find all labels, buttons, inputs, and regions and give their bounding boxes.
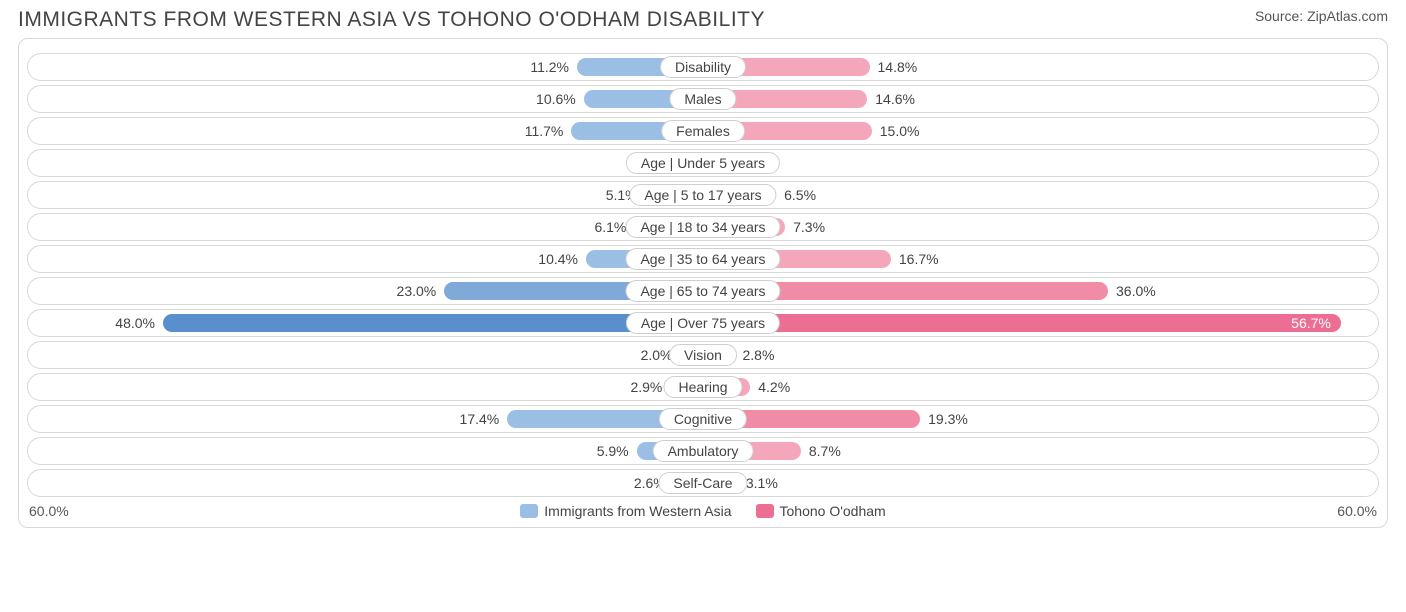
chart-container: IMMIGRANTS FROM WESTERN ASIA VS TOHONO O… <box>0 0 1406 612</box>
category-label: Self-Care <box>658 472 747 494</box>
value-label-left: 2.0% <box>641 347 673 363</box>
chart-row-inner: 6.1% 7.3% Age | 18 to 34 years <box>28 214 1378 240</box>
category-label: Males <box>669 88 736 110</box>
chart-row: 6.1% 7.3% Age | 18 to 34 years <box>27 213 1379 241</box>
category-label: Age | 65 to 74 years <box>625 280 780 302</box>
value-label-right: 36.0% <box>1116 283 1156 299</box>
legend-swatch-left <box>520 504 538 518</box>
value-label-right: 2.8% <box>743 347 775 363</box>
category-label: Age | Over 75 years <box>626 312 780 334</box>
chart-row-inner: 5.9% 8.7% Ambulatory <box>28 438 1378 464</box>
value-label-left: 48.0% <box>115 315 155 331</box>
chart-row: 11.2% 14.8% Disability <box>27 53 1379 81</box>
value-label-right: 19.3% <box>928 411 968 427</box>
value-label-left: 5.9% <box>597 443 629 459</box>
category-label: Females <box>661 120 745 142</box>
chart-row: 5.9% 8.7% Ambulatory <box>27 437 1379 465</box>
category-label: Cognitive <box>659 408 747 430</box>
chart-row-inner: 48.0% 56.7% Age | Over 75 years <box>28 310 1378 336</box>
chart-row-inner: 1.1%2.2%Age | Under 5 years <box>28 150 1378 176</box>
bar-left <box>163 314 703 332</box>
chart-row: 10.6% 14.6% Males <box>27 85 1379 113</box>
chart-row: 11.7% 15.0% Females <box>27 117 1379 145</box>
category-label: Age | 35 to 64 years <box>625 248 780 270</box>
chart-row: 2.0% 2.8% Vision <box>27 341 1379 369</box>
category-label: Disability <box>660 56 746 78</box>
value-label-right: 8.7% <box>809 443 841 459</box>
rows-host: 11.2% 14.8% Disability 10.6% 14.6% Males 11.7%… <box>19 53 1387 497</box>
chart-row-inner: 10.4% 16.7% Age | 35 to 64 years <box>28 246 1378 272</box>
category-label: Hearing <box>663 376 742 398</box>
chart-row-inner: 2.0% 2.8% Vision <box>28 342 1378 368</box>
legend-swatch-right <box>756 504 774 518</box>
category-label: Age | Under 5 years <box>626 152 780 174</box>
value-label-right: 14.8% <box>878 59 918 75</box>
value-label-right: 6.5% <box>784 187 816 203</box>
chart-row: 2.6%3.1%Self-Care <box>27 469 1379 497</box>
category-label: Age | 5 to 17 years <box>629 184 776 206</box>
value-label-right: 56.7% <box>1291 315 1331 331</box>
chart-area: 11.2% 14.8% Disability 10.6% 14.6% Males 11.7%… <box>18 38 1388 528</box>
chart-row-inner: 2.6%3.1%Self-Care <box>28 470 1378 496</box>
value-label-left: 2.9% <box>630 379 662 395</box>
chart-row: 5.1%6.5%Age | 5 to 17 years <box>27 181 1379 209</box>
chart-row: 2.9% 4.2% Hearing <box>27 373 1379 401</box>
chart-row-inner: 11.2% 14.8% Disability <box>28 54 1378 80</box>
category-label: Age | 18 to 34 years <box>625 216 780 238</box>
chart-row: 1.1%2.2%Age | Under 5 years <box>27 149 1379 177</box>
value-label-left: 11.7% <box>525 123 564 139</box>
category-label: Ambulatory <box>653 440 754 462</box>
chart-row: 17.4% 19.3% Cognitive <box>27 405 1379 433</box>
value-label-left: 10.4% <box>538 251 578 267</box>
chart-footer: 60.0% Immigrants from Western Asia Tohon… <box>19 503 1387 521</box>
chart-row-inner: 17.4% 19.3% Cognitive <box>28 406 1378 432</box>
chart-row-inner: 11.7% 15.0% Females <box>28 118 1378 144</box>
value-label-right: 3.1% <box>746 475 778 491</box>
value-label-right: 14.6% <box>875 91 915 107</box>
value-label-right: 7.3% <box>793 219 825 235</box>
value-label-left: 10.6% <box>536 91 576 107</box>
value-label-right: 4.2% <box>758 379 790 395</box>
legend-item-right: Tohono O'odham <box>756 503 886 519</box>
legend-label-left: Immigrants from Western Asia <box>544 503 731 519</box>
value-label-left: 11.2% <box>530 59 569 75</box>
legend-item-left: Immigrants from Western Asia <box>520 503 731 519</box>
chart-row: 10.4% 16.7% Age | 35 to 64 years <box>27 245 1379 273</box>
value-label-right: 16.7% <box>899 251 939 267</box>
chart-row: 23.0% 36.0% Age | 65 to 74 years <box>27 277 1379 305</box>
value-label-left: 23.0% <box>397 283 437 299</box>
chart-row: 48.0% 56.7% Age | Over 75 years <box>27 309 1379 337</box>
legend-label-right: Tohono O'odham <box>780 503 886 519</box>
value-label-left: 6.1% <box>594 219 626 235</box>
chart-row-inner: 23.0% 36.0% Age | 65 to 74 years <box>28 278 1378 304</box>
chart-row-inner: 5.1%6.5%Age | 5 to 17 years <box>28 182 1378 208</box>
axis-max-right: 60.0% <box>1337 503 1377 519</box>
chart-row-inner: 2.9% 4.2% Hearing <box>28 374 1378 400</box>
axis-max-left: 60.0% <box>29 503 69 519</box>
chart-row-inner: 10.6% 14.6% Males <box>28 86 1378 112</box>
chart-title: IMMIGRANTS FROM WESTERN ASIA VS TOHONO O… <box>18 8 765 32</box>
bar-right <box>703 314 1341 332</box>
header: IMMIGRANTS FROM WESTERN ASIA VS TOHONO O… <box>0 0 1406 38</box>
value-label-right: 15.0% <box>880 123 920 139</box>
category-label: Vision <box>669 344 737 366</box>
value-label-left: 17.4% <box>460 411 500 427</box>
legend: Immigrants from Western Asia Tohono O'od… <box>520 503 885 519</box>
source-attribution: Source: ZipAtlas.com <box>1255 8 1388 24</box>
